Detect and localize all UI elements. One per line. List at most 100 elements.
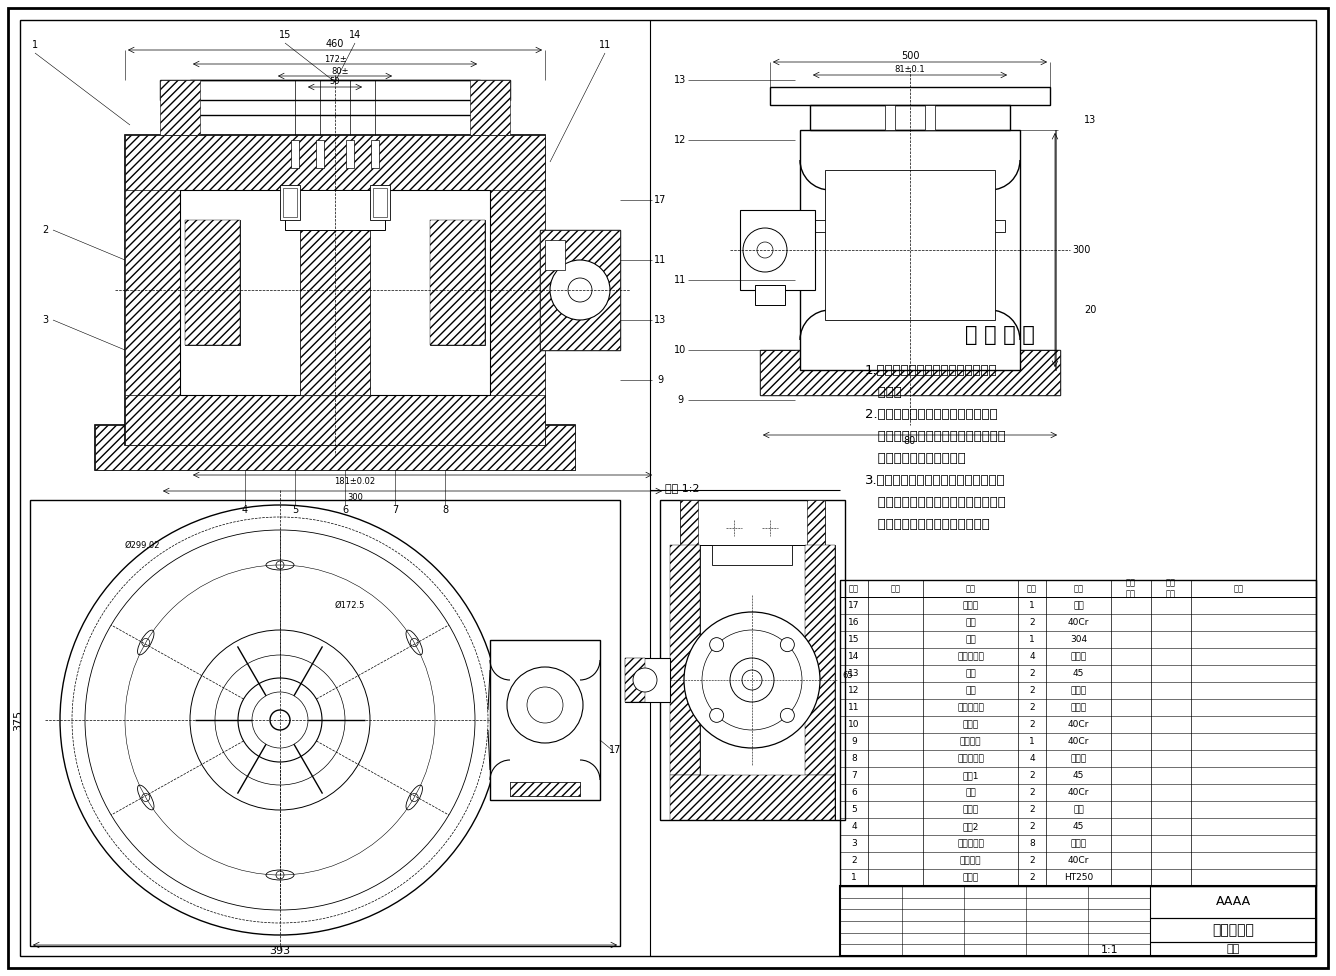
Circle shape bbox=[701, 630, 802, 730]
Text: 15: 15 bbox=[279, 30, 291, 40]
Text: 箱条: 箱条 bbox=[965, 618, 975, 627]
Text: 10: 10 bbox=[673, 345, 687, 355]
Text: 数量: 数量 bbox=[1027, 584, 1037, 593]
Text: 8: 8 bbox=[442, 505, 448, 515]
Bar bbox=[301, 190, 370, 395]
Text: 名称: 名称 bbox=[966, 584, 975, 593]
Bar bbox=[510, 782, 580, 796]
Bar bbox=[680, 500, 826, 545]
Bar bbox=[669, 545, 700, 775]
Text: 技 术 要 求: 技 术 要 求 bbox=[965, 325, 1035, 345]
Text: 组件: 组件 bbox=[1073, 601, 1083, 610]
Circle shape bbox=[568, 278, 592, 302]
Bar bbox=[826, 170, 995, 320]
Text: 平稳。: 平稳。 bbox=[864, 386, 902, 398]
Text: 2: 2 bbox=[1029, 703, 1035, 712]
Bar bbox=[126, 395, 545, 445]
Text: 14: 14 bbox=[349, 30, 361, 40]
Bar bbox=[1150, 917, 1316, 942]
Bar bbox=[371, 140, 379, 168]
Text: 2: 2 bbox=[1029, 686, 1035, 695]
Bar bbox=[669, 775, 835, 820]
Text: 工作台: 工作台 bbox=[962, 873, 978, 882]
Text: 3.零件在装配前必须清理和清洗干净，: 3.零件在装配前必须清理和清洗干净， bbox=[864, 473, 1006, 486]
Circle shape bbox=[780, 709, 795, 722]
Text: 300: 300 bbox=[1071, 245, 1090, 255]
Text: 10: 10 bbox=[848, 720, 860, 729]
Bar bbox=[490, 640, 600, 800]
Text: 8: 8 bbox=[851, 754, 856, 763]
Text: 1: 1 bbox=[1029, 601, 1035, 610]
Text: 六角头螺栓: 六角头螺栓 bbox=[957, 652, 983, 661]
Bar bbox=[840, 580, 1316, 597]
Text: 11: 11 bbox=[848, 703, 860, 712]
Text: 81±0.1: 81±0.1 bbox=[895, 64, 926, 73]
Text: 3: 3 bbox=[851, 839, 856, 848]
Text: 40Cr: 40Cr bbox=[1067, 788, 1089, 797]
Bar bbox=[370, 185, 390, 220]
Text: 螺杆: 螺杆 bbox=[965, 686, 975, 695]
Text: 13: 13 bbox=[673, 75, 687, 85]
Circle shape bbox=[743, 228, 787, 272]
Circle shape bbox=[729, 658, 774, 702]
Bar bbox=[291, 140, 299, 168]
Bar bbox=[283, 188, 297, 217]
Bar bbox=[800, 130, 1019, 370]
Bar bbox=[470, 80, 510, 135]
Bar bbox=[755, 285, 786, 305]
Bar bbox=[925, 105, 935, 130]
Bar bbox=[625, 658, 645, 702]
Text: 活动齿轮: 活动齿轮 bbox=[959, 856, 981, 865]
Text: 20: 20 bbox=[1083, 305, 1096, 315]
Bar bbox=[160, 80, 200, 135]
Text: 组件: 组件 bbox=[1073, 805, 1083, 814]
Text: 代号: 代号 bbox=[891, 584, 900, 593]
Text: 172±: 172± bbox=[323, 55, 346, 63]
Text: 393: 393 bbox=[270, 946, 290, 956]
Text: 4: 4 bbox=[1029, 652, 1035, 661]
Bar bbox=[840, 886, 1316, 956]
Text: 不得有毛刺、飞边、氧化皮、锈蚀、: 不得有毛刺、飞边、氧化皮、锈蚀、 bbox=[864, 496, 1006, 508]
Text: 六角头螺栓: 六角头螺栓 bbox=[957, 754, 983, 763]
Bar bbox=[840, 580, 1316, 886]
Bar bbox=[669, 775, 835, 820]
Text: 80: 80 bbox=[904, 436, 916, 446]
Text: 65: 65 bbox=[842, 671, 852, 679]
Text: HT250: HT250 bbox=[1063, 873, 1093, 882]
Bar bbox=[669, 545, 700, 775]
Bar bbox=[807, 500, 826, 545]
Text: 11: 11 bbox=[653, 255, 667, 265]
Text: 40Cr: 40Cr bbox=[1067, 856, 1089, 865]
Bar bbox=[180, 190, 490, 395]
Text: 壳体: 壳体 bbox=[965, 635, 975, 644]
Circle shape bbox=[780, 637, 795, 652]
Bar bbox=[95, 425, 574, 470]
Text: 9: 9 bbox=[657, 375, 663, 385]
Bar bbox=[281, 185, 301, 220]
Text: 13: 13 bbox=[653, 315, 667, 325]
Text: 6: 6 bbox=[851, 788, 856, 797]
Text: 图号: 图号 bbox=[1226, 944, 1240, 954]
Bar bbox=[373, 188, 387, 217]
Text: 40Cr: 40Cr bbox=[1067, 720, 1089, 729]
Text: 4: 4 bbox=[242, 505, 248, 515]
Text: 15: 15 bbox=[848, 635, 860, 644]
Bar bbox=[29, 500, 620, 946]
Text: 12: 12 bbox=[848, 686, 859, 695]
Bar bbox=[1150, 942, 1316, 956]
Text: 2: 2 bbox=[1029, 788, 1035, 797]
Text: 11: 11 bbox=[673, 275, 687, 285]
Bar bbox=[545, 240, 565, 270]
Bar bbox=[540, 230, 620, 350]
Text: 的合格证方能进行装配。: 的合格证方能进行装配。 bbox=[864, 452, 966, 465]
Text: 2: 2 bbox=[1029, 856, 1035, 865]
Text: 液压缸: 液压缸 bbox=[962, 805, 978, 814]
Text: 1: 1 bbox=[851, 873, 856, 882]
Text: 切屑、油污、着色剂和灰尘等。: 切屑、油污、着色剂和灰尘等。 bbox=[864, 517, 990, 531]
Bar bbox=[301, 190, 370, 395]
Text: 45: 45 bbox=[1073, 771, 1085, 780]
Text: 标准件: 标准件 bbox=[1070, 754, 1086, 763]
Text: 1: 1 bbox=[1029, 635, 1035, 644]
Text: 2: 2 bbox=[1029, 771, 1035, 780]
Bar bbox=[625, 658, 669, 702]
